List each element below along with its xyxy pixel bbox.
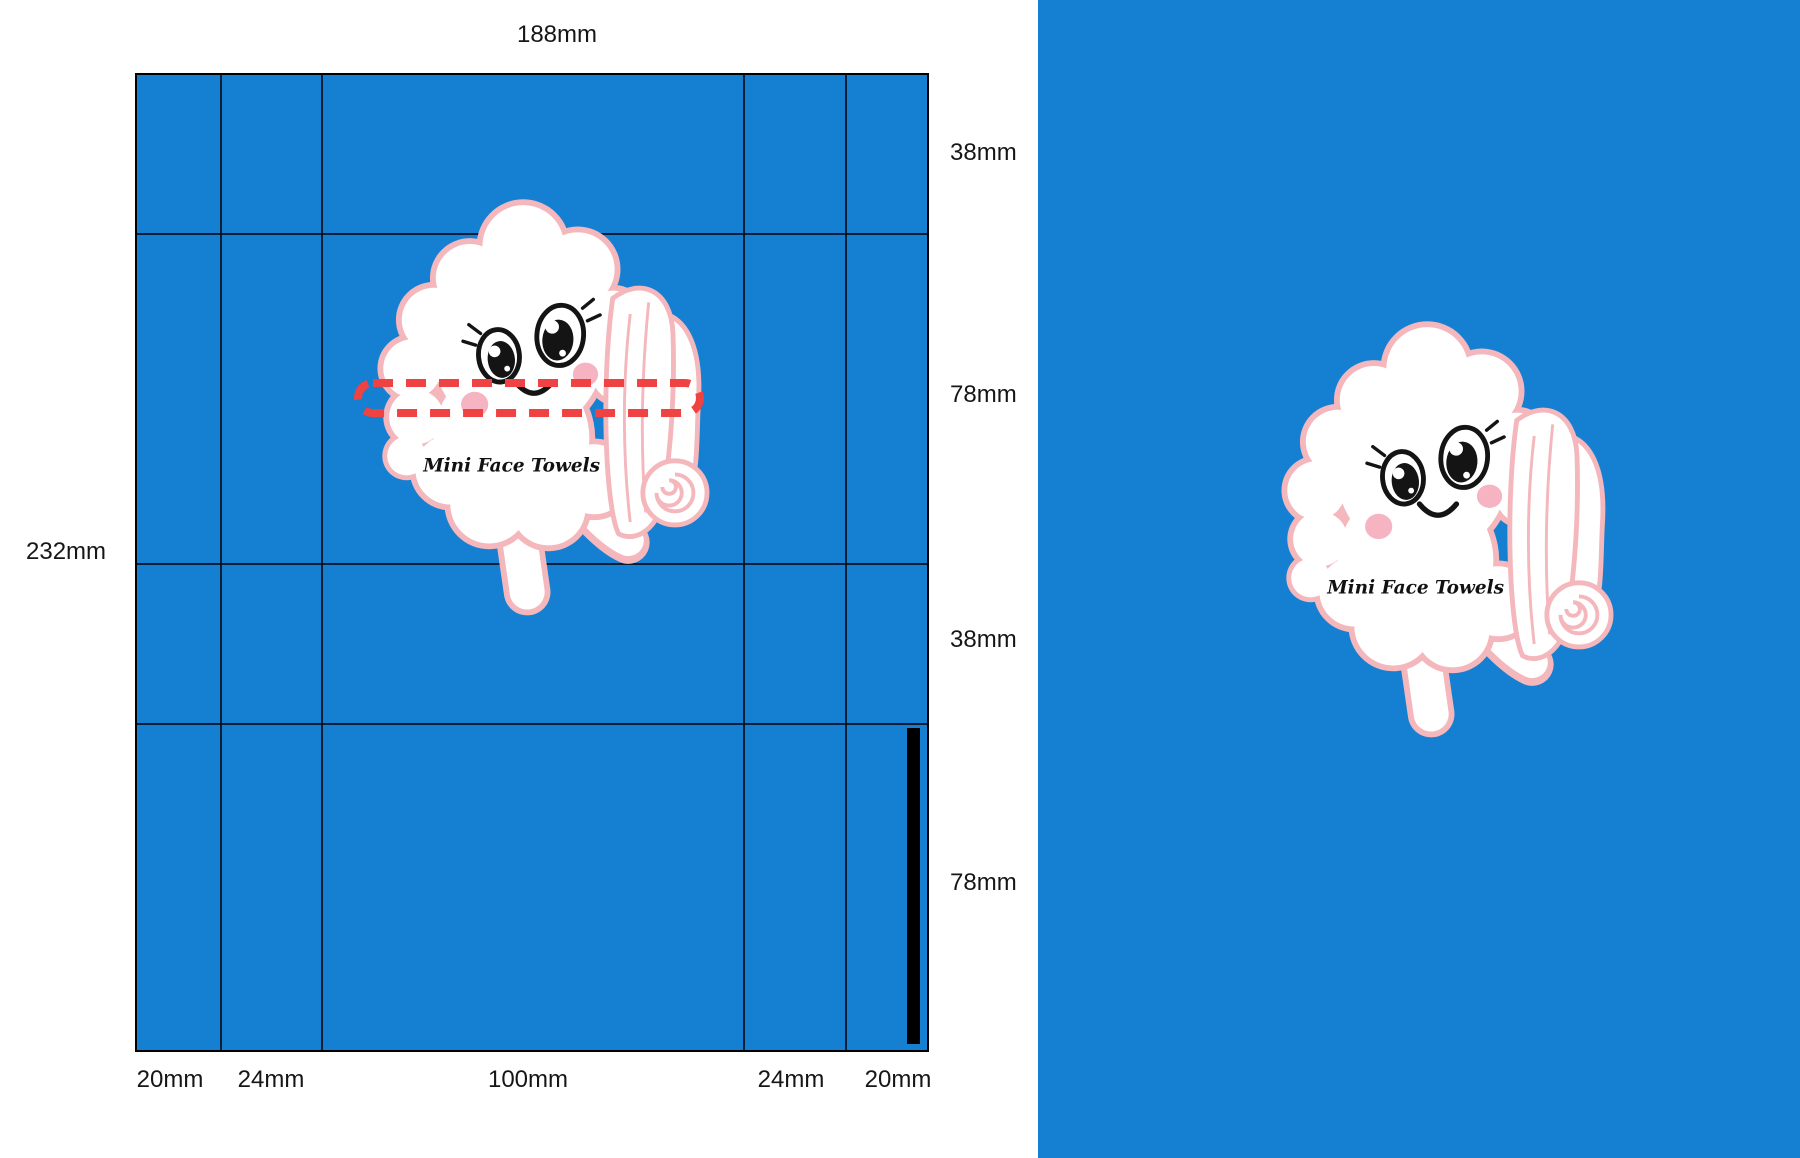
- cloud-mascot-illustration: [358, 204, 708, 634]
- dimension-label-row-3: 38mm: [950, 626, 1017, 653]
- dimension-label-col-2: 24mm: [237, 1066, 305, 1093]
- dimension-label-row-2: 78mm: [950, 381, 1017, 408]
- dimension-label-total-height: 232mm: [26, 538, 107, 565]
- fold-line-vertical-4: [845, 75, 847, 1050]
- dimension-label-col-3: 100mm: [487, 1066, 569, 1093]
- dimension-label-col-1: 20mm: [136, 1066, 204, 1093]
- dieline-panel: [135, 73, 929, 1052]
- cloud-mascot-illustration-preview: [1262, 326, 1612, 756]
- dimension-label-row-4: 78mm: [950, 869, 1017, 896]
- dimension-label-col-4: 24mm: [757, 1066, 825, 1093]
- tear-line-dashed-band: [354, 379, 704, 417]
- print-preview-panel: [1038, 0, 1800, 1158]
- dimension-label-col-5: 20mm: [864, 1066, 932, 1093]
- fold-line-vertical-2: [321, 75, 323, 1050]
- fold-line-vertical-1: [220, 75, 222, 1050]
- fold-line-horizontal-3: [137, 723, 927, 725]
- dimension-label-row-1: 38mm: [950, 139, 1017, 166]
- fold-line-vertical-3: [743, 75, 745, 1050]
- dimension-label-total-width: 188mm: [516, 21, 598, 48]
- seal-strip-bar: [907, 728, 920, 1044]
